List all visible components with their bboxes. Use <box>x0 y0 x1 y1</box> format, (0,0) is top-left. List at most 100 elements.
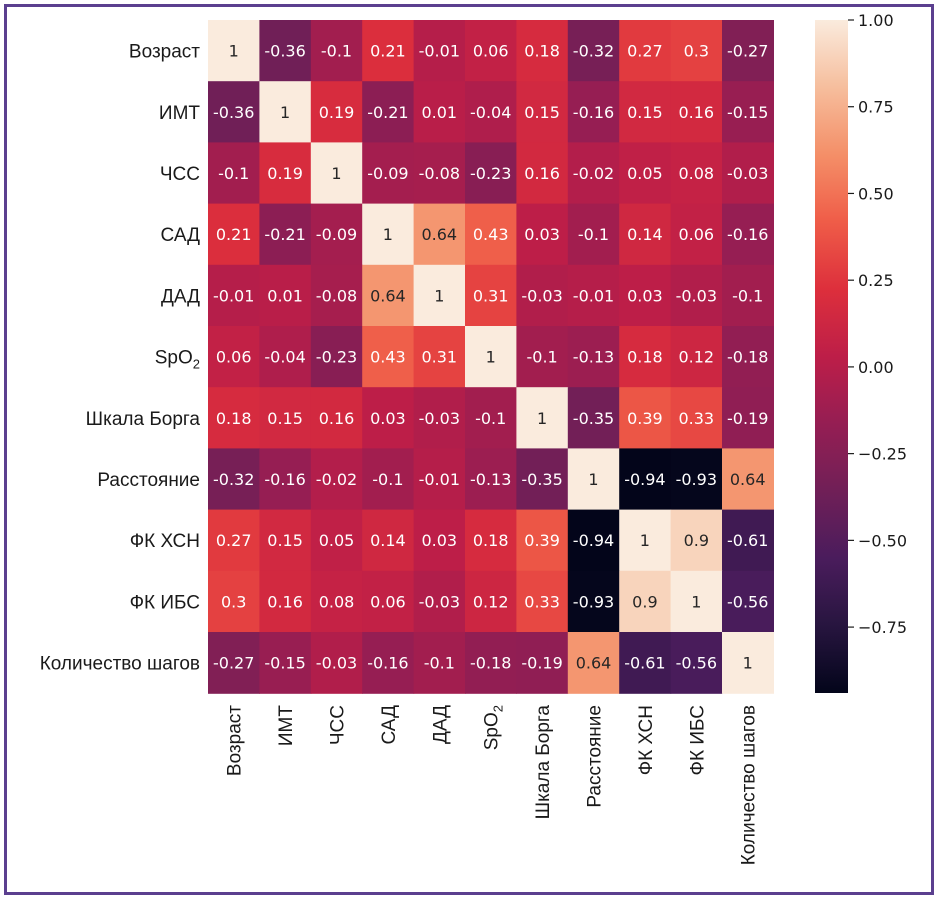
cell-value-label: 0.03 <box>421 531 457 550</box>
colorbar-tick-label: 0.50 <box>858 184 894 203</box>
row-label: ФК ХСН <box>130 531 200 552</box>
cell-value-label: -0.15 <box>727 103 768 122</box>
cell-value-label: -0.1 <box>475 409 506 428</box>
cell-value-label: -0.03 <box>676 286 717 305</box>
cell-value-label: -0.08 <box>419 164 460 183</box>
column-label: ФК ИБС <box>687 705 708 775</box>
heatmap-cell <box>670 632 723 694</box>
heatmap-cell <box>208 632 260 694</box>
heatmap-cell <box>567 509 620 572</box>
cell-value-label: 1 <box>640 531 650 550</box>
cell-value-label: 0.27 <box>216 531 252 550</box>
heatmap-cell <box>310 203 363 266</box>
heatmap-cell <box>310 387 363 449</box>
cell-value-label: -0.23 <box>316 348 357 367</box>
heatmap-cell <box>310 448 363 511</box>
heatmap-cell <box>413 570 466 633</box>
cell-value-label: -0.16 <box>264 470 305 489</box>
heatmap-cell <box>722 632 774 694</box>
heatmap-cell <box>259 632 312 694</box>
cell-value-label: -0.01 <box>419 470 460 489</box>
cell-value-label: -0.1 <box>321 42 352 61</box>
heatmap-cell <box>413 632 466 694</box>
colorbar-tick-label: −0.75 <box>858 618 907 637</box>
cell-value-label: 0.18 <box>524 42 560 61</box>
cell-value-label: -0.01 <box>573 286 614 305</box>
heatmap-cell <box>413 142 466 205</box>
cell-value-label: 1 <box>537 409 547 428</box>
cell-value-label: 0.14 <box>627 225 663 244</box>
heatmap-cell <box>310 264 363 327</box>
heatmap-cell <box>208 20 260 82</box>
cell-value-label: -0.16 <box>573 103 614 122</box>
cell-value-label: 0.16 <box>319 409 355 428</box>
heatmap-cell <box>619 142 672 205</box>
heatmap-cell <box>208 509 260 572</box>
heatmap-cell <box>208 203 260 266</box>
heatmap-cell <box>362 264 415 327</box>
heatmap-cell <box>465 264 517 327</box>
cell-value-label: -0.16 <box>367 654 408 673</box>
heatmap-cell <box>413 20 466 82</box>
heatmap-cell <box>516 264 569 327</box>
cell-value-label: -0.19 <box>521 654 562 673</box>
cell-value-label: -0.27 <box>727 42 768 61</box>
cell-value-label: 0.01 <box>267 286 303 305</box>
cell-value-label: 0.43 <box>473 225 509 244</box>
heatmap-cell <box>362 81 415 143</box>
heatmap-cell <box>208 326 260 388</box>
row-label: ДАД <box>161 286 200 307</box>
cell-value-label: -0.35 <box>573 409 614 428</box>
cell-value-label: 0.33 <box>524 592 560 611</box>
heatmap-cell <box>362 509 415 572</box>
heatmap-cell <box>567 448 620 511</box>
cell-value-label: 1 <box>588 470 598 489</box>
cell-value-label: -0.23 <box>470 164 511 183</box>
column-label: Расстояние <box>585 705 606 808</box>
cell-value-label: -0.03 <box>419 592 460 611</box>
cell-value-label: 0.15 <box>627 103 663 122</box>
cell-value-label: -0.03 <box>521 286 562 305</box>
cell-value-label: 0.64 <box>576 654 612 673</box>
heatmap-cell <box>310 326 363 388</box>
row-label: Шкала Борга <box>86 409 201 430</box>
heatmap-cell <box>259 203 312 266</box>
row-label: САД <box>161 225 201 246</box>
heatmap-cell <box>259 142 312 205</box>
heatmap-cell <box>722 570 774 633</box>
column-label: ИМТ <box>276 705 297 746</box>
cell-value-label: 1 <box>691 592 701 611</box>
heatmap-cell <box>362 570 415 633</box>
cell-value-label: -0.13 <box>573 348 614 367</box>
heatmap-cell <box>670 326 723 388</box>
heatmap-cell <box>208 264 260 327</box>
colorbar-tick-label: −0.50 <box>858 531 907 550</box>
heatmap-cell <box>516 20 569 82</box>
heatmap-cell <box>362 142 415 205</box>
cell-value-label: 1 <box>743 654 753 673</box>
heatmap-cell <box>465 448 517 511</box>
cell-value-label: -0.19 <box>727 409 768 428</box>
row-label: ФК ИБС <box>130 592 200 613</box>
cell-value-label: -0.1 <box>372 470 403 489</box>
cell-value-label: -0.1 <box>526 348 557 367</box>
cell-value-label: 0.03 <box>524 225 560 244</box>
cell-value-label: 0.3 <box>684 42 709 61</box>
cell-value-label: 0.3 <box>221 592 246 611</box>
cell-value-label: -0.36 <box>264 42 305 61</box>
cell-value-label: 0.15 <box>267 409 303 428</box>
cell-value-label: -0.1 <box>578 225 609 244</box>
heatmap-cell <box>413 203 466 266</box>
cell-value-label: 0.06 <box>370 592 406 611</box>
heatmap-cell <box>413 264 466 327</box>
heatmap-cell <box>619 632 672 694</box>
heatmap-cell <box>413 81 466 143</box>
cell-value-label: -0.03 <box>727 164 768 183</box>
cell-value-label: 0.12 <box>473 592 509 611</box>
heatmap-cell <box>362 20 415 82</box>
heatmap-cell <box>465 203 517 266</box>
cell-value-label: -0.03 <box>316 654 357 673</box>
cell-value-label: -0.32 <box>573 42 614 61</box>
cell-value-label: -0.02 <box>316 470 357 489</box>
heatmap-cell <box>310 509 363 572</box>
